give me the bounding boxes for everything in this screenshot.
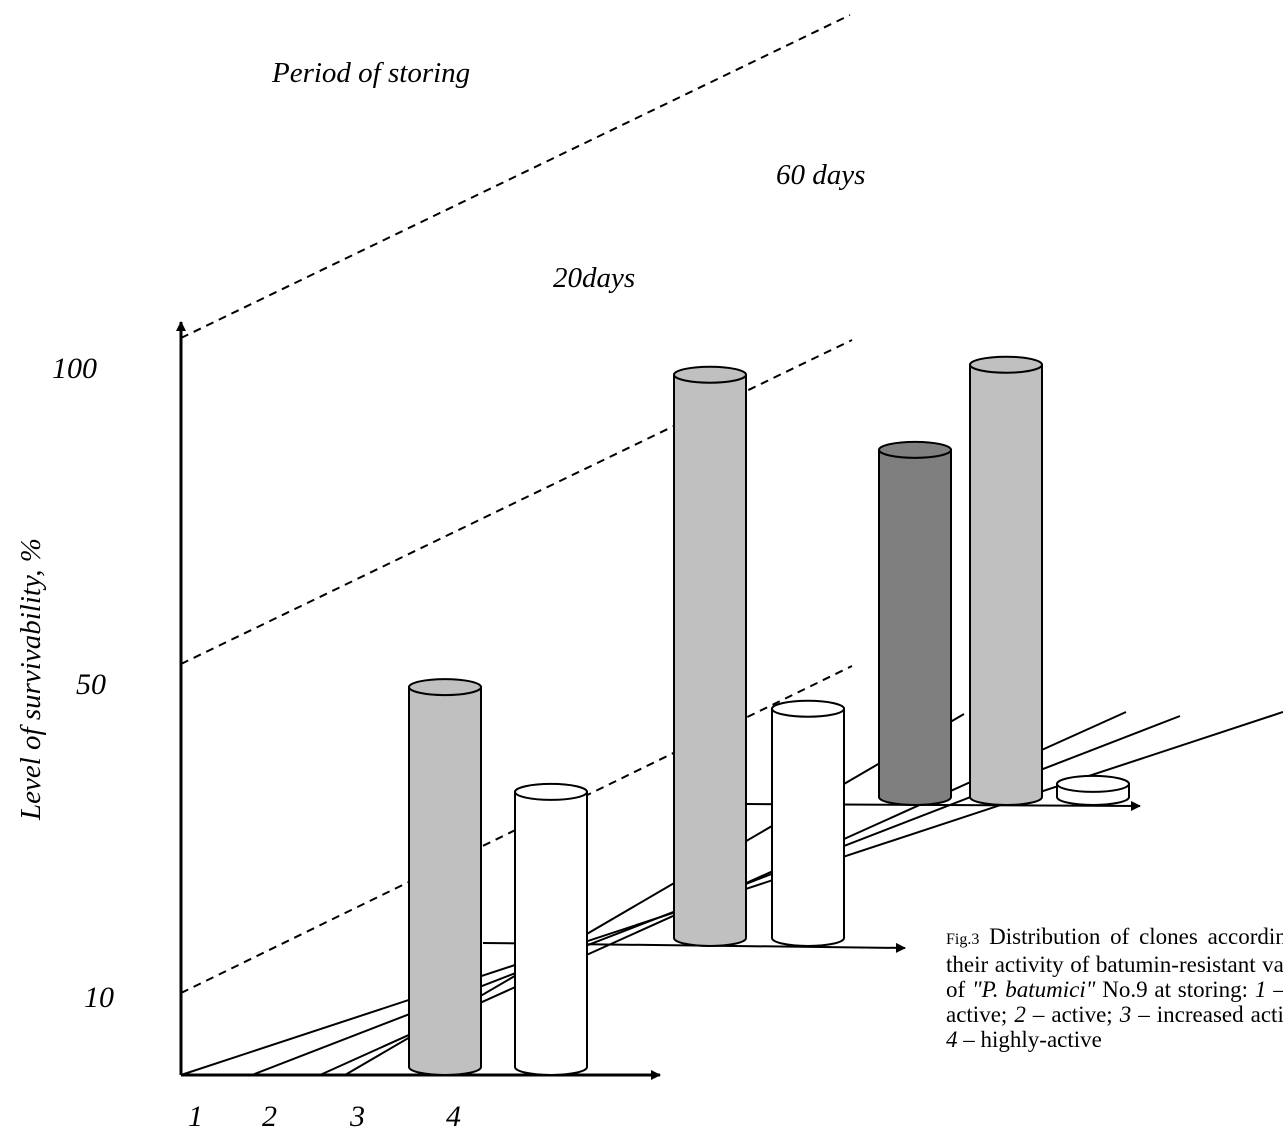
bar-series2-cat2: [771, 699, 845, 947]
y-tick-50: 50: [76, 668, 106, 701]
caption-item-4-num: 4: [946, 1027, 958, 1052]
x-tick-1: 1: [188, 1100, 203, 1133]
caption-item-3-num: 3: [1119, 1002, 1132, 1027]
caption-item-2-num: 2: [1014, 1002, 1026, 1027]
x-tick-2: 2: [262, 1100, 277, 1133]
caption-item-1-num: 1: [1254, 977, 1267, 1002]
bar-series1-cat2: [514, 782, 588, 1076]
y-tick-10: 10: [84, 981, 114, 1014]
figure-caption: Fig.3 Distribution of clones according t…: [946, 924, 1283, 1052]
bar-series3-cat3: [969, 355, 1043, 806]
x-tick-3: 3: [349, 1100, 365, 1133]
bars-group: [408, 355, 1130, 1076]
period-label-20: 20days: [553, 262, 635, 294]
caption-fig-number: Fig.3: [946, 931, 980, 948]
plane-line-100: [180, 14, 851, 339]
bar-series1-cat1: [408, 678, 482, 1076]
chart-title: Period of storing: [271, 57, 470, 89]
y-axis-label: Level of survivability, %: [15, 538, 47, 821]
x-ticks: 1 2 3 4: [188, 1100, 461, 1133]
bar-series2-cat1: [673, 365, 747, 947]
caption-item-1-text: – low active;: [946, 977, 1283, 1027]
plane-line-50: [180, 339, 853, 665]
caption-item-4-text: – highly-active: [957, 1027, 1102, 1052]
bar-series3-cat2: [878, 440, 952, 806]
caption-species: "P. batumici": [971, 977, 1096, 1002]
period-label-60: 60 days: [776, 159, 865, 191]
caption-text-3: No.9 at storing:: [1095, 977, 1255, 1002]
caption-text-1: Distribution of clones according to thei…: [946, 924, 1283, 1002]
axes: [176, 321, 661, 1080]
caption-item-3-text: – increased activity;: [1138, 1002, 1283, 1027]
y-ticks: 100 50 10: [52, 352, 114, 1014]
bar-series3-cat1: [1056, 774, 1130, 806]
y-tick-100: 100: [52, 352, 97, 385]
caption-item-2-text: – active;: [1025, 1002, 1120, 1027]
x-tick-4: 4: [446, 1100, 461, 1133]
